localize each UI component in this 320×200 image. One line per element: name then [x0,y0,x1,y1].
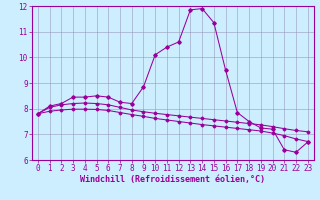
X-axis label: Windchill (Refroidissement éolien,°C): Windchill (Refroidissement éolien,°C) [80,175,265,184]
